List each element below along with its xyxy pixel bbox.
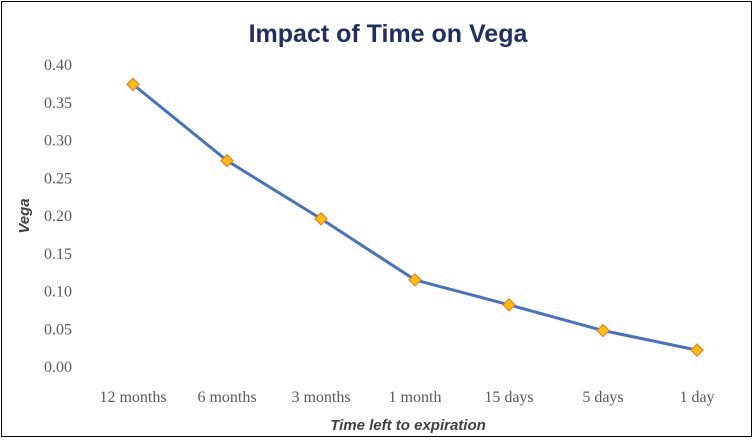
y-tick-label: 0.00 (44, 359, 72, 376)
x-tick-label: 6 months (197, 389, 256, 406)
y-axis-title: Vega (16, 198, 33, 233)
x-axis-ticks: 12 months 6 months 3 months 1 month 15 days 5… (99, 389, 714, 406)
y-tick-label: 0.35 (44, 95, 72, 112)
y-tick-label: 0.30 (44, 133, 72, 150)
y-tick-label: 0.25 (44, 170, 72, 187)
y-tick-label: 0.20 (44, 208, 72, 225)
data-point-marker (502, 297, 516, 312)
x-tick-label: 15 days (484, 389, 533, 406)
data-point-marker (690, 343, 704, 357)
chart-title: Impact of Time on Vega (249, 20, 529, 48)
series-line (132, 83, 698, 352)
x-axis-title: Time left to expiration (330, 417, 486, 434)
x-tick-label: 3 months (291, 389, 350, 406)
x-tick-label: 1 day (679, 389, 714, 406)
y-tick-label: 0.15 (44, 246, 72, 263)
data-point-marker (596, 323, 610, 338)
y-tick-label: 0.10 (44, 284, 72, 301)
x-tick-label: 5 days (582, 389, 623, 406)
y-axis-ticks: 0.00 0.05 0.10 0.15 0.20 0.25 0.30 0.35 0.40 (44, 57, 72, 376)
y-tick-label: 0.05 (44, 321, 72, 338)
x-tick-label: 12 months (99, 389, 166, 406)
y-tick-label: 0.40 (44, 57, 72, 74)
chart-frame: Impact of Time on Vega 0.00 0.05 0.10 0.15 0… (1, 1, 752, 437)
data-point-marker (126, 77, 140, 92)
data-point-marker (408, 273, 422, 287)
data-point-marker (220, 153, 234, 168)
x-tick-label: 1 month (389, 389, 442, 406)
series-layer (126, 77, 704, 357)
line-chart: Impact of Time on Vega 0.000.050.100.150… (16, 20, 715, 434)
data-point-marker (314, 211, 328, 226)
